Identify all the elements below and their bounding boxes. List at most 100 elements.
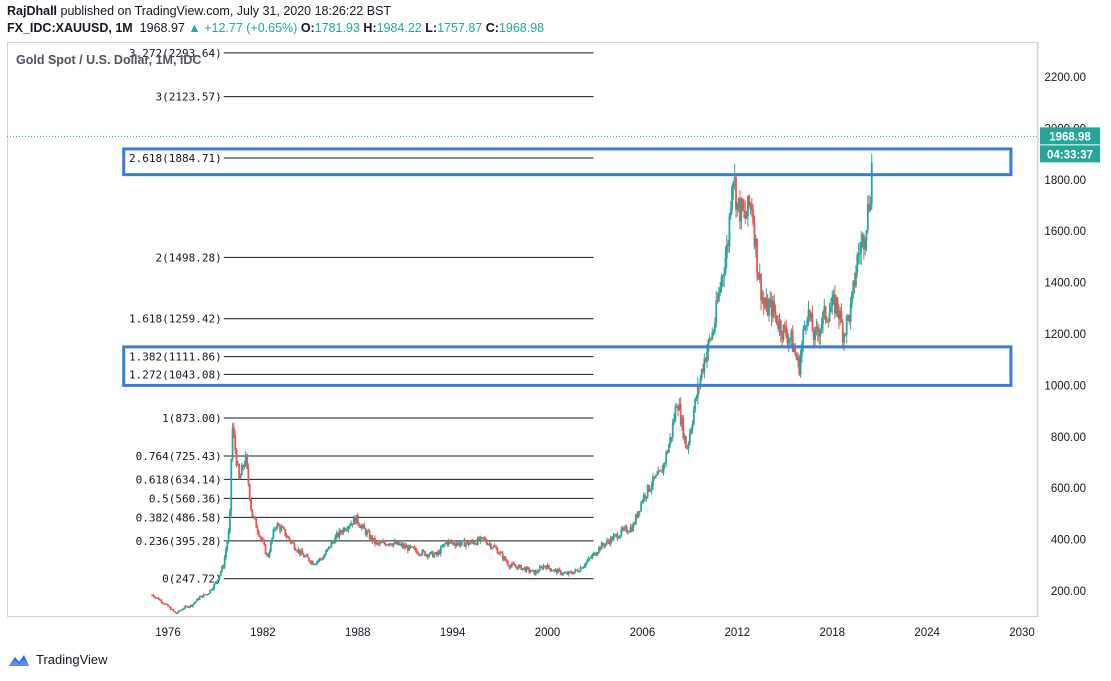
candle-body [766, 298, 769, 316]
candle-body [793, 348, 795, 352]
fib-level-label: 1(873.00) [162, 412, 222, 425]
candle-body [662, 463, 665, 474]
candle-body [682, 417, 685, 439]
candle-body [493, 546, 496, 548]
candle-body [396, 541, 399, 545]
candle-body [218, 575, 221, 580]
candle-body [692, 410, 695, 424]
candle-body [252, 516, 255, 518]
candle-body [474, 543, 476, 545]
candle-body [621, 528, 624, 530]
candle-body [868, 204, 871, 211]
candle-body [515, 566, 517, 568]
fib-level-label: 0.618(634.14) [136, 473, 222, 486]
candle-body [584, 562, 587, 566]
candle-body [294, 549, 297, 551]
candle-body [288, 536, 291, 540]
candle-body [716, 300, 719, 302]
candle-body [602, 543, 604, 546]
candle-body [823, 306, 826, 312]
candle-body [649, 489, 652, 492]
candle-body [550, 570, 553, 572]
tradingview-footer[interactable]: TradingView [8, 652, 108, 667]
highlight-zone-box [122, 147, 1013, 177]
candle-body [696, 384, 699, 399]
candle-body [468, 543, 471, 545]
candle-body [869, 204, 872, 211]
candle-body [495, 547, 498, 549]
candle-body [489, 543, 492, 549]
candle-body [455, 544, 458, 546]
candle-body [356, 515, 359, 524]
x-tick-label: 2000 [535, 627, 561, 639]
candle-body [483, 538, 486, 540]
candle-body [258, 531, 260, 537]
candle-body [629, 526, 632, 532]
candle-body [325, 550, 328, 555]
x-tick-label: 2012 [725, 627, 751, 639]
candle-body [355, 515, 358, 524]
candle-body [674, 406, 677, 420]
candle-body [836, 297, 839, 311]
candle-body [797, 357, 799, 360]
candle-body [787, 339, 790, 344]
candle-body [853, 280, 856, 286]
candle-body [673, 419, 675, 423]
candle-body [681, 417, 683, 425]
candle-body [624, 526, 627, 528]
candle-body [308, 557, 310, 562]
chart-symbol-title: Gold Spot / U.S. Dollar, 1M, IDC [16, 53, 202, 67]
candle-body [275, 527, 277, 529]
candle-body [749, 203, 752, 207]
candle-body [650, 485, 653, 490]
candle-body [670, 437, 673, 439]
candle-body [627, 532, 629, 534]
candle-body [652, 476, 654, 486]
candle-body [666, 452, 669, 454]
candle-body [518, 564, 521, 566]
candle-body [397, 541, 400, 546]
candle-body [169, 606, 172, 610]
candle-body [727, 244, 730, 247]
candle-body [657, 470, 660, 475]
candle-body [227, 530, 230, 542]
last-price: 1968.97 [139, 21, 185, 35]
candle-body [656, 474, 658, 476]
candle-body [205, 594, 208, 596]
candle-body [607, 540, 610, 542]
candle-body [272, 529, 275, 539]
candle-body [644, 494, 646, 499]
candle-body [715, 300, 718, 323]
candle-body [256, 527, 259, 532]
candle-body [827, 320, 830, 322]
candle-body [677, 407, 679, 411]
candle-body [435, 552, 438, 555]
candle-body [247, 467, 250, 485]
candle-body [460, 540, 463, 544]
candle-body [177, 610, 180, 613]
candle-body [366, 531, 368, 535]
candle-body [600, 543, 603, 550]
candle-body [362, 524, 364, 527]
author-name[interactable]: RajDhall [7, 4, 58, 18]
candle-body [598, 547, 600, 553]
candle-body [343, 528, 346, 531]
candle-body [479, 537, 482, 542]
candle-body [401, 543, 404, 548]
candle-body [267, 553, 270, 557]
tradingview-logo-icon [9, 654, 29, 666]
candle-body [184, 606, 187, 609]
candle-body [712, 331, 715, 333]
price-change: +12.77 (+0.65%) [204, 21, 298, 35]
candle-body [326, 548, 329, 551]
candle-body [599, 547, 602, 550]
candle-body [590, 557, 592, 559]
candle-body [164, 603, 167, 605]
candle-body [702, 369, 704, 372]
candle-body [433, 554, 436, 558]
candle-body [512, 563, 515, 565]
candle-body [443, 543, 446, 545]
candle-body [553, 569, 556, 571]
candle-body [281, 526, 284, 528]
